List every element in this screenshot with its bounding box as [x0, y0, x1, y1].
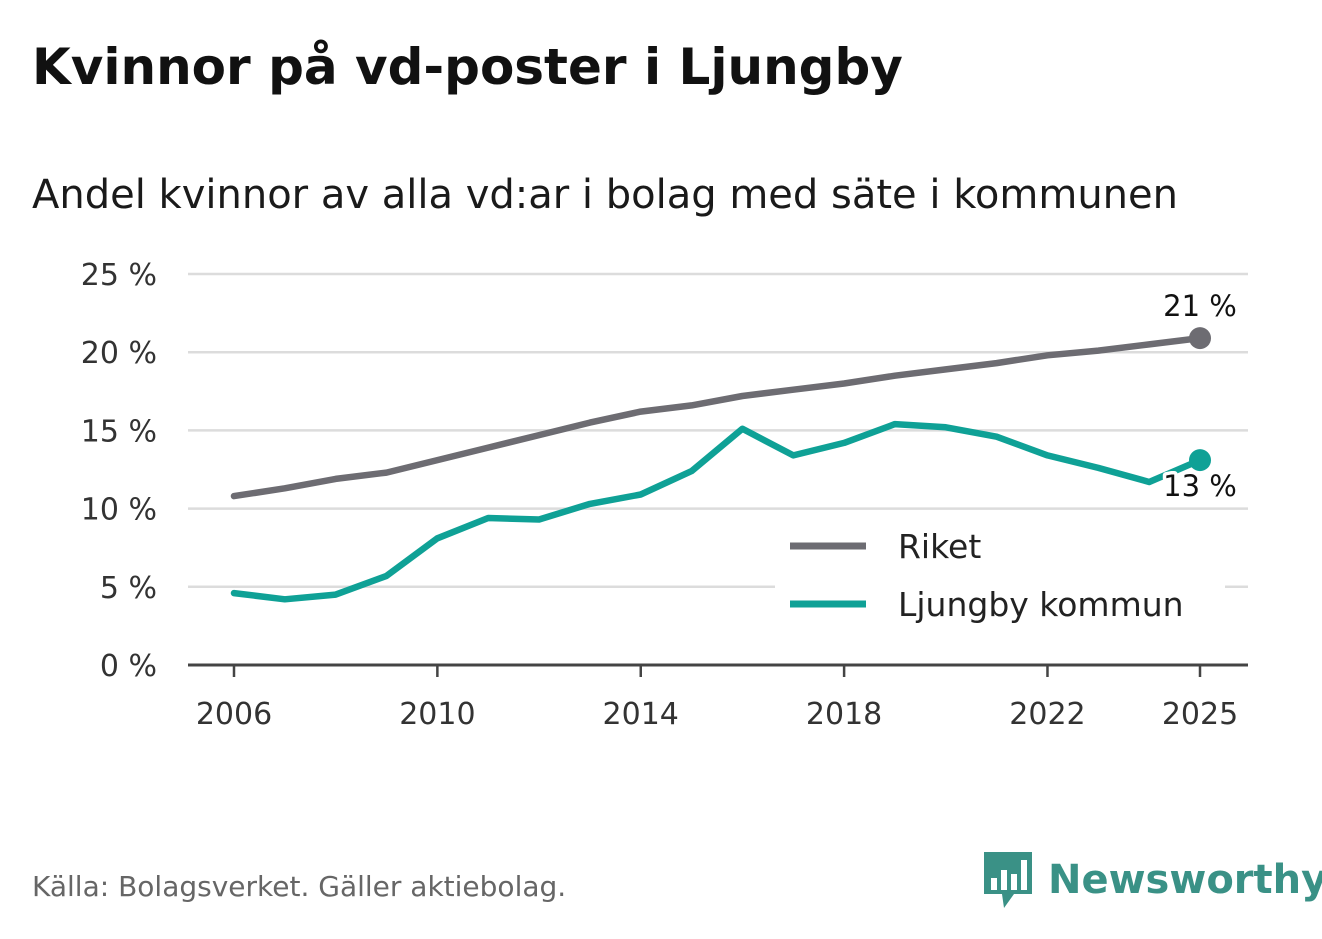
legend-label: Riket	[898, 527, 981, 566]
series-lines: 21 % 13 %	[230, 286, 1240, 603]
y-tick-label: 25 %	[81, 258, 157, 293]
x-tick-label: 2018	[806, 697, 882, 732]
y-tick-label: 0 %	[100, 649, 157, 684]
x-tick-label: 2006	[196, 697, 272, 732]
series-line-riket	[230, 334, 1204, 500]
legend-label: Ljungby kommun	[898, 585, 1184, 624]
legend-background	[775, 520, 1225, 635]
x-tick-label: 2022	[1009, 697, 1085, 732]
chart-subtitle: Andel kvinnor av alla vd:ar i bolag med …	[32, 172, 1178, 218]
series-line-ljungby-kommun	[230, 420, 1204, 603]
y-tick-label: 20 %	[81, 336, 157, 371]
brand-name: Newsworthy	[1048, 857, 1322, 903]
y-tick-label: 10 %	[81, 493, 157, 528]
y-tick-label: 5 %	[100, 571, 157, 606]
legend: Riket Ljungby kommun	[775, 520, 1225, 635]
x-tick-label: 2025	[1162, 697, 1238, 732]
end-value-label: 21 %	[1163, 289, 1237, 323]
end-point-marker	[1189, 449, 1211, 472]
y-tick-label: 15 %	[81, 414, 157, 449]
x-tick-label: 2010	[399, 697, 475, 732]
brand-logo: Newsworthy	[980, 850, 1322, 910]
end-point-marker	[1189, 327, 1211, 350]
chart-title: Kvinnor på vd-poster i Ljungby	[32, 38, 903, 96]
x-tick-label: 2014	[603, 697, 679, 732]
end-value-label: 13 %	[1163, 469, 1237, 503]
newsworthy-logo-icon	[984, 852, 1032, 908]
source-note: Källa: Bolagsverket. Gäller aktiebolag.	[32, 870, 567, 903]
axes: 0 % 5 % 10 % 15 % 20 % 25 % 2006 2010 2014 2018 20…	[81, 258, 1248, 732]
